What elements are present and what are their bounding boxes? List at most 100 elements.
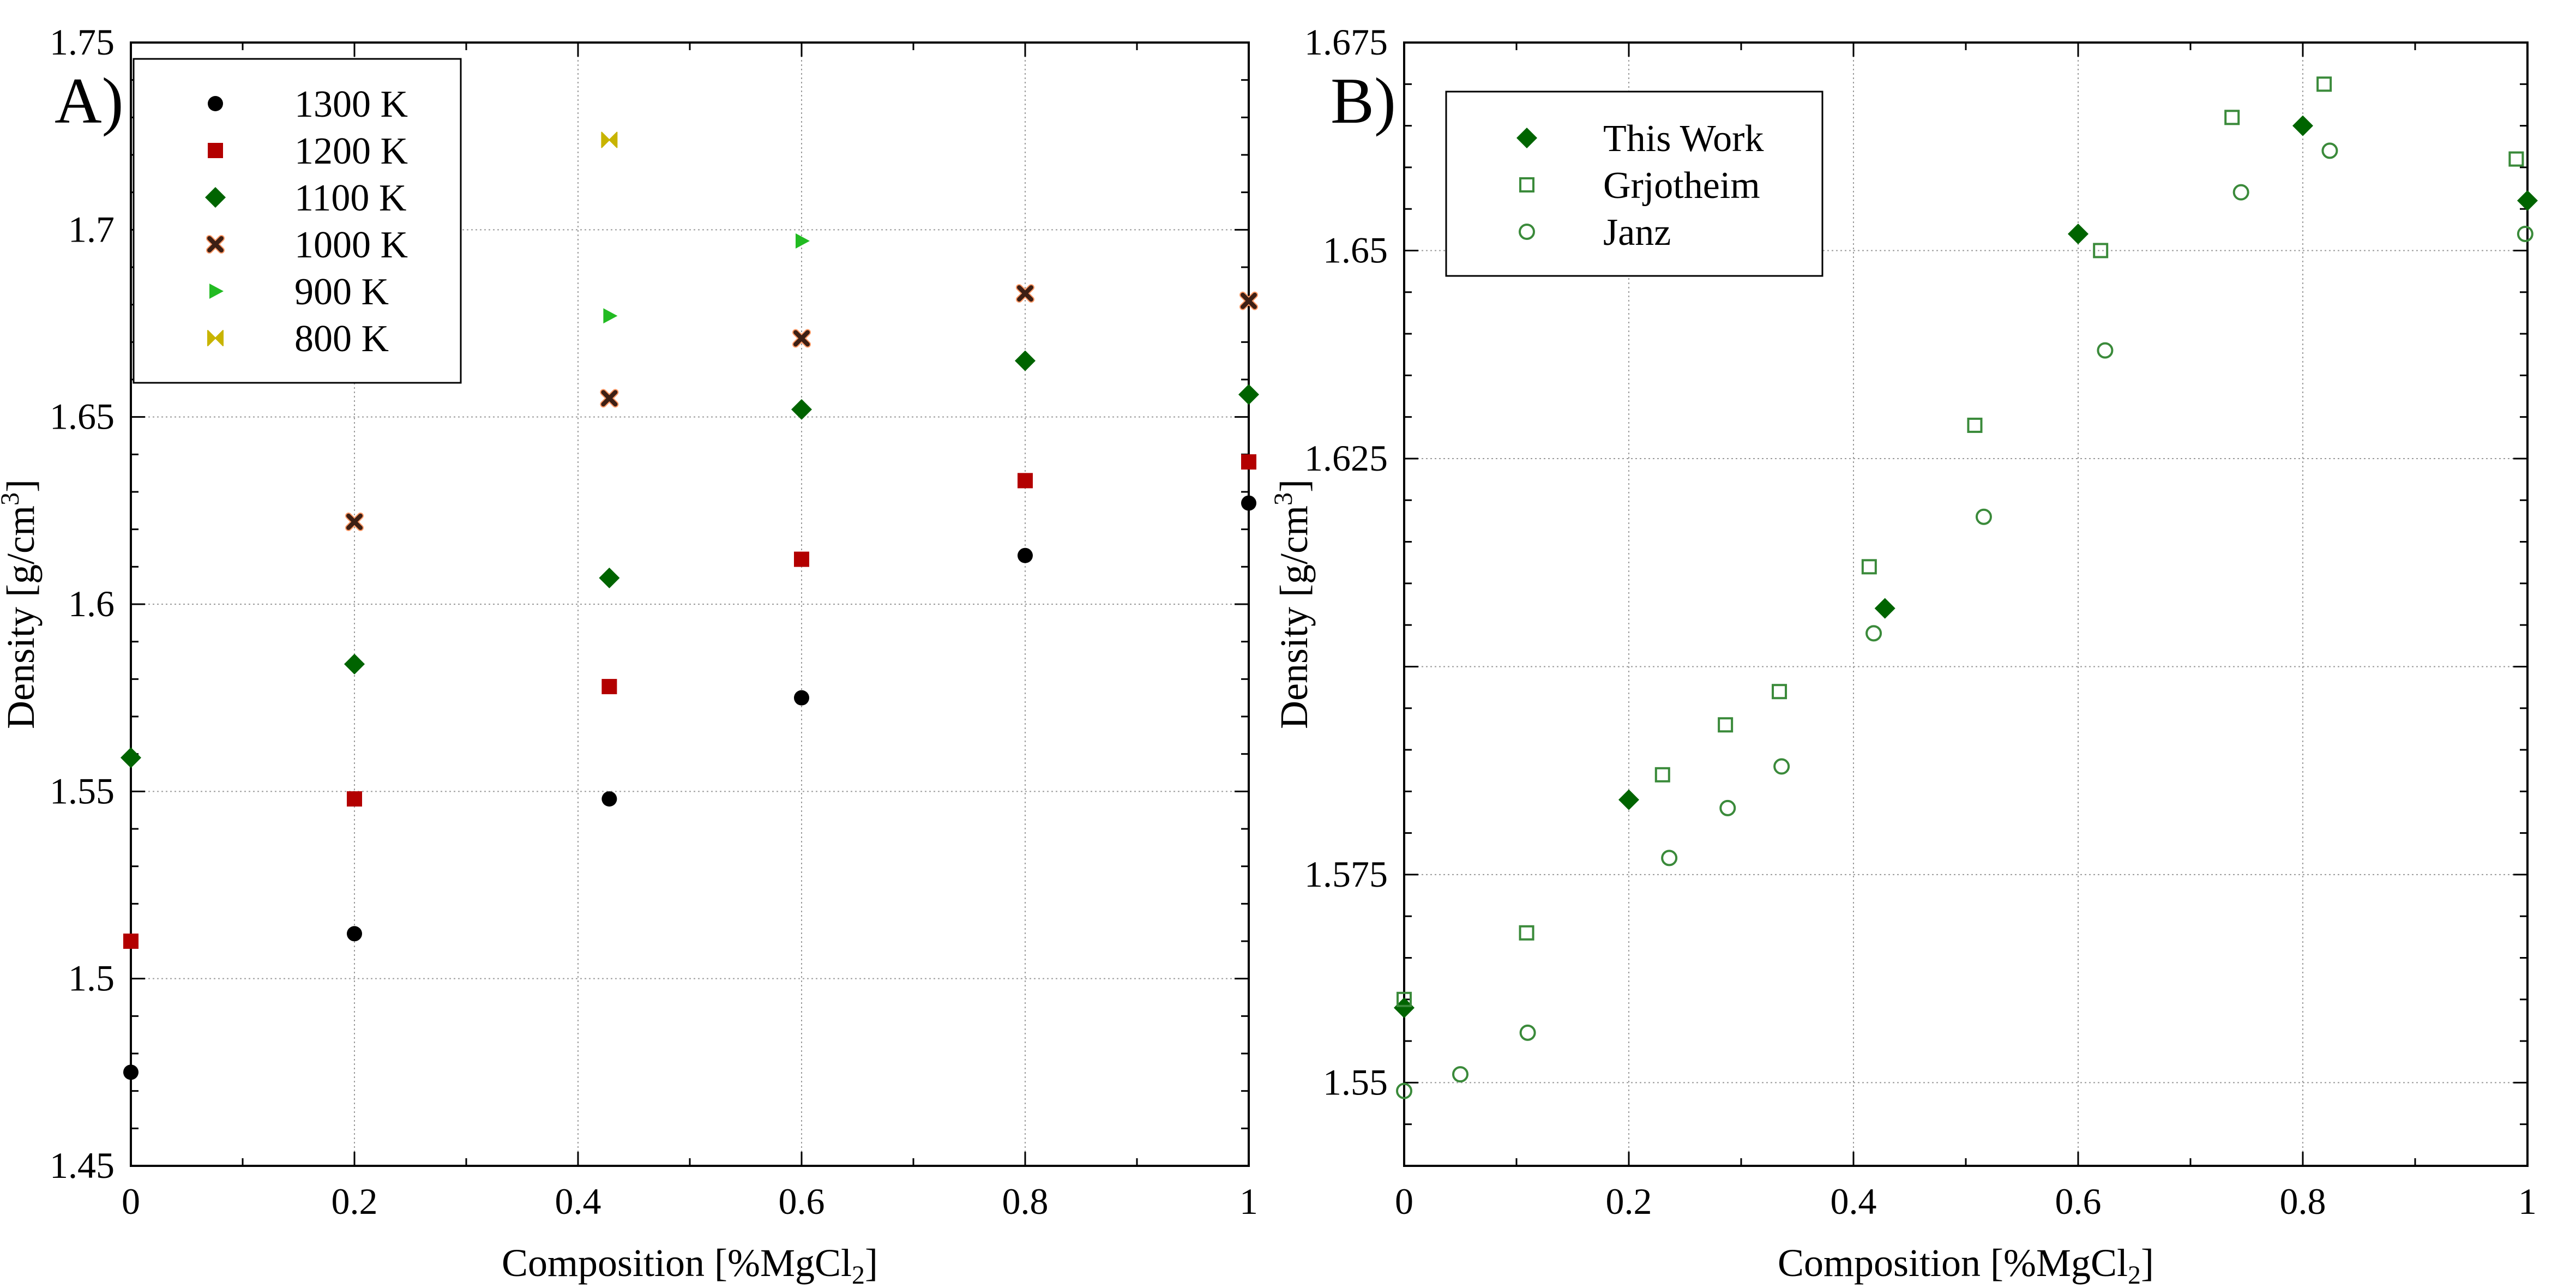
axis-title-base: Density [g/cm xyxy=(0,505,43,729)
legend-marker xyxy=(206,235,225,254)
data-point xyxy=(2321,142,2338,159)
legend-label: 1300 K xyxy=(294,83,408,125)
y-tick-label: 1.5 xyxy=(68,958,115,999)
data-point xyxy=(2292,115,2313,136)
data-point xyxy=(601,679,617,695)
legend-label: Janz xyxy=(1603,212,1671,254)
y-tick-label: 1.575 xyxy=(1304,853,1388,895)
data-point xyxy=(2517,225,2533,242)
data-point xyxy=(1519,925,1534,941)
data-point xyxy=(1861,559,1877,575)
axis-title-script: 2 xyxy=(852,1261,865,1288)
data-point xyxy=(791,399,812,420)
panel-b: 0 0.2 0.4 0.6 0.8 1 1.55 1.575 1.625 1.65 1.675 Com… xyxy=(1269,21,2538,1288)
data-point xyxy=(2517,190,2538,211)
axis-title-base: Composition [%MgCl xyxy=(1778,1241,2128,1285)
axis-title-end: ] xyxy=(865,1241,878,1285)
data-point xyxy=(1719,799,1736,816)
marker-stroke xyxy=(601,390,618,407)
data-point xyxy=(2224,110,2240,125)
legend-box xyxy=(133,58,462,384)
legend-label: 1000 K xyxy=(294,224,408,266)
x-tick-label: 0 xyxy=(1395,1181,1413,1222)
data-point xyxy=(345,512,364,531)
x-tick-label: 0 xyxy=(122,1181,140,1222)
legend-box xyxy=(1445,91,1823,277)
panel-label: B) xyxy=(1331,64,1396,137)
data-point xyxy=(347,926,362,942)
data-point xyxy=(2508,151,2524,167)
data-point xyxy=(2097,342,2114,359)
axis-title-script: 3 xyxy=(1269,492,1298,505)
series-1100-k xyxy=(121,350,1259,768)
data-point xyxy=(794,690,809,706)
x-tick-label: 0.6 xyxy=(779,1181,825,1222)
axis-title-end: ] xyxy=(1272,479,1316,492)
data-point xyxy=(1654,767,1670,783)
data-point xyxy=(2093,243,2109,258)
axis-title-script: 3 xyxy=(0,492,25,505)
data-point xyxy=(347,791,362,807)
legend: This Work Grjotheim Janz xyxy=(1445,91,1823,277)
data-point xyxy=(1241,495,1256,511)
series-1000-k xyxy=(345,284,1258,531)
data-point xyxy=(1018,473,1033,489)
data-point xyxy=(794,551,809,567)
y-tick-label: 1.675 xyxy=(1304,21,1388,63)
y-tick-label: 1.65 xyxy=(1323,229,1388,270)
legend-label: 1100 K xyxy=(294,177,406,219)
data-point xyxy=(123,934,139,949)
legend-marker xyxy=(1519,224,1535,240)
marker-stroke xyxy=(793,330,810,347)
data-point xyxy=(1396,1082,1412,1099)
y-tick-label: 1.55 xyxy=(50,770,115,811)
series-900-k xyxy=(603,233,810,324)
series-this-work xyxy=(1394,115,2538,1019)
data-point xyxy=(1241,454,1256,470)
data-point xyxy=(1967,417,1983,433)
x-axis-title: Composition [%MgCl2] xyxy=(502,1241,878,1288)
data-point xyxy=(2316,76,2332,92)
y-tick-label: 1.45 xyxy=(50,1145,115,1186)
series-1200-k xyxy=(123,454,1256,949)
data-point xyxy=(603,308,618,324)
series-1300-k xyxy=(123,495,1256,1080)
data-point xyxy=(1239,291,1258,310)
y-tick-label: 1.6 xyxy=(68,583,115,624)
x-tick-label: 0.6 xyxy=(2055,1181,2102,1222)
x-tick-label: 1 xyxy=(2518,1181,2537,1222)
panel-a: 0 0.2 0.4 0.6 0.8 1 1.45 1.5 1.55 1.6 1.65 1.7 1.75 C… xyxy=(0,21,1259,1288)
data-point xyxy=(1772,684,1787,700)
data-point xyxy=(1874,598,1895,619)
y-axis-title: Density [g/cm3] xyxy=(1269,479,1316,729)
x-tick-label: 0.2 xyxy=(332,1181,378,1222)
x-tick-label: 0.4 xyxy=(1831,1181,1877,1222)
legend-marker xyxy=(207,330,224,346)
data-point xyxy=(1773,758,1790,775)
legend-label: 1200 K xyxy=(294,130,408,172)
axis-title-base: Composition [%MgCl xyxy=(502,1241,852,1285)
x-tick-label: 1 xyxy=(1239,1181,1258,1222)
marker-stroke xyxy=(1017,285,1033,302)
data-point xyxy=(601,131,618,148)
data-point xyxy=(1015,350,1036,371)
legend-marker xyxy=(209,284,224,299)
legend-marker xyxy=(1516,128,1537,148)
legend-label: 900 K xyxy=(294,271,389,313)
x-tick-label: 0.2 xyxy=(1606,1181,1652,1222)
data-point xyxy=(121,747,141,768)
marker-stroke xyxy=(346,513,363,530)
axis-title-script: 2 xyxy=(2128,1261,2141,1288)
grid xyxy=(131,43,1249,1166)
data-point xyxy=(1718,717,1734,733)
data-point xyxy=(1018,547,1033,563)
series-janz xyxy=(1396,142,2533,1099)
legend-marker xyxy=(208,96,223,111)
x-tick-label: 0.8 xyxy=(1002,1181,1049,1222)
axis-title-end: ] xyxy=(0,479,43,492)
data-point xyxy=(1618,789,1639,810)
y-tick-label: 1.625 xyxy=(1304,437,1388,479)
data-point xyxy=(123,1064,139,1080)
legend-marker xyxy=(205,187,226,208)
